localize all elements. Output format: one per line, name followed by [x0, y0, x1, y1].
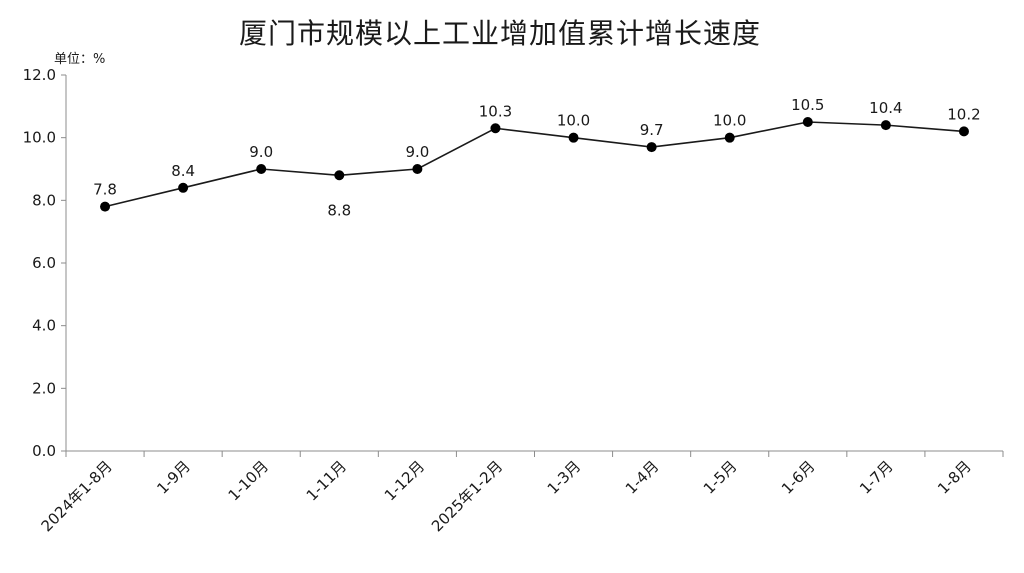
data-label: 10.0: [557, 112, 590, 130]
x-tick-label: 1-6月: [778, 457, 819, 498]
data-point: [646, 142, 657, 153]
data-label: 9.7: [640, 121, 664, 139]
data-point: [958, 126, 969, 137]
data-point: [256, 164, 267, 174]
data-label: 8.8: [327, 201, 351, 219]
x-tick-label: 1-8月: [934, 457, 975, 498]
x-tick-label: 1-5月: [700, 457, 741, 498]
x-tick-label: 1-4月: [622, 457, 663, 498]
unit-label: 单位：%: [54, 52, 105, 67]
data-point: [880, 120, 891, 131]
series-line: [104, 121, 965, 208]
data-label: 9.0: [405, 143, 429, 161]
data-point: [490, 123, 501, 134]
data-point: [178, 182, 189, 193]
data-label: 10.0: [713, 112, 746, 130]
x-tick-label: 1-12月: [381, 457, 428, 504]
data-label: 7.8: [93, 181, 117, 199]
axes: 0.0 2.0 4.0 6.0 8.0 10.0 12.0 2024年1-8月 1-9月 1-10…: [23, 66, 1004, 535]
data-point: [412, 164, 423, 174]
x-tick-label: 1-3月: [544, 457, 585, 498]
data-label: 10.3: [479, 102, 512, 120]
y-tick-label: 4.0: [32, 317, 56, 335]
data-label: 10.5: [791, 96, 824, 114]
data-point: [100, 201, 111, 212]
data-label: 10.4: [869, 99, 902, 117]
x-tick-label: 1-10月: [225, 457, 272, 504]
x-tick-label: 1-9月: [153, 457, 194, 498]
plot-area: 7.8 8.4 9.0 8.8 9.0 10.3 10.0 9.7 10.0 10.5 10.4 10…: [93, 96, 981, 219]
x-tick-label: 1-7月: [856, 457, 897, 498]
data-point: [334, 170, 345, 181]
data-point: [568, 132, 579, 143]
x-tick-label: 2025年1-2月: [428, 457, 506, 535]
y-tick-label: 6.0: [32, 254, 56, 272]
x-tick-label: 2024年1-8月: [38, 457, 116, 535]
y-tick-label: 8.0: [32, 191, 56, 209]
data-label: 9.0: [249, 143, 273, 161]
data-point: [724, 132, 735, 143]
y-tick-label: 2.0: [32, 379, 56, 397]
data-label: 10.2: [947, 105, 980, 123]
data-point: [802, 117, 813, 127]
y-tick-label: 12.0: [23, 66, 56, 84]
chart-title: 厦门市规模以上工业增加值累计增长速度: [238, 17, 761, 50]
y-tick-label: 10.0: [23, 129, 56, 147]
x-tick-label: 1-11月: [303, 457, 350, 504]
data-label: 8.4: [171, 162, 195, 180]
y-tick-label: 0.0: [32, 442, 56, 460]
